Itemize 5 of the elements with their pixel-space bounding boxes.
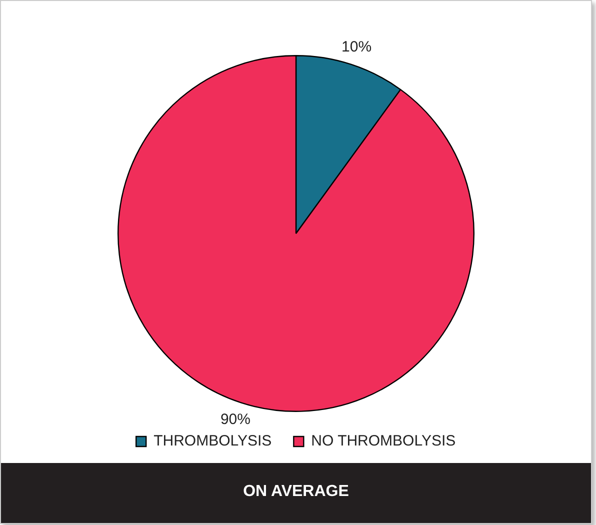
data-label: 10% — [342, 38, 372, 56]
data-label: 90% — [220, 410, 250, 428]
legend-label: NO THROMBOLYSIS — [311, 432, 456, 450]
legend-label: THROMBOLYSIS — [154, 432, 272, 450]
text: ON AVERAGE — [1, 463, 591, 523]
